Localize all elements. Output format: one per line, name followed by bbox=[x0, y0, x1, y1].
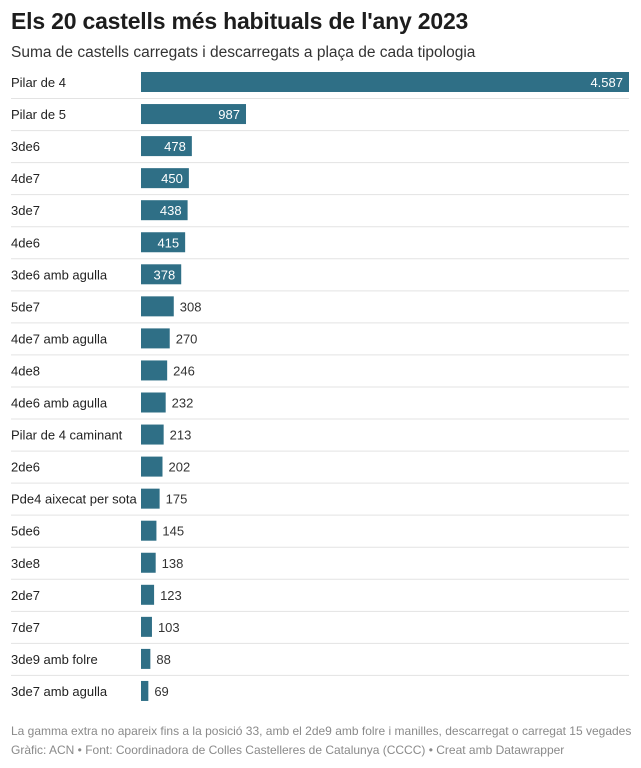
bar bbox=[141, 520, 157, 541]
category-label: 4de6 amb agulla bbox=[11, 396, 108, 411]
value-label: 246 bbox=[173, 363, 195, 378]
chart-title: Els 20 castells més habituals de l'any 2… bbox=[11, 8, 469, 34]
chart-footnote: La gamma extra no apareix fins a la posi… bbox=[11, 724, 632, 738]
category-label: Pilar de 4 caminant bbox=[11, 428, 123, 443]
bar bbox=[141, 616, 152, 637]
bar bbox=[141, 328, 170, 349]
value-label: 145 bbox=[162, 524, 184, 539]
value-label: 415 bbox=[157, 235, 179, 250]
category-label: 3de8 bbox=[11, 556, 40, 571]
category-label: 3de6 bbox=[11, 139, 40, 154]
category-label: 4de7 bbox=[11, 171, 40, 186]
value-label: 478 bbox=[164, 139, 186, 154]
bar bbox=[141, 680, 149, 701]
bar bbox=[141, 104, 247, 125]
bar bbox=[141, 392, 166, 413]
bar bbox=[141, 232, 186, 253]
bar bbox=[141, 168, 189, 189]
category-label: Pde4 aixecat per sota bbox=[11, 492, 138, 507]
category-label: 5de6 bbox=[11, 524, 40, 539]
value-label: 69 bbox=[154, 684, 168, 699]
category-label: 3de6 amb agulla bbox=[11, 267, 108, 282]
category-label: 5de7 bbox=[11, 299, 40, 314]
value-label: 123 bbox=[160, 588, 182, 603]
category-label: 2de7 bbox=[11, 588, 40, 603]
bar bbox=[141, 200, 188, 221]
value-label: 138 bbox=[162, 556, 184, 571]
value-label: 232 bbox=[172, 396, 194, 411]
bar bbox=[141, 552, 156, 573]
category-label: 3de7 bbox=[11, 203, 40, 218]
value-label: 175 bbox=[166, 492, 188, 507]
value-label: 103 bbox=[158, 620, 180, 635]
category-label: 2de6 bbox=[11, 460, 40, 475]
chart-subtitle: Suma de castells carregats i descarregat… bbox=[11, 44, 476, 61]
category-label: 4de7 amb agulla bbox=[11, 331, 108, 346]
bar bbox=[141, 584, 155, 605]
chart-source: Gràfic: ACN • Font: Coordinadora de Coll… bbox=[11, 743, 565, 757]
bar bbox=[141, 264, 182, 285]
category-label: 7de7 bbox=[11, 620, 40, 635]
bar bbox=[141, 648, 151, 669]
value-label: 987 bbox=[218, 107, 240, 122]
bar bbox=[141, 424, 164, 445]
category-label: 4de6 bbox=[11, 235, 40, 250]
bar bbox=[141, 360, 168, 381]
bar bbox=[141, 488, 160, 509]
bar-chart: Pilar de 4 4.587 Pilar de 5 987 3de6 478 4de7 4… bbox=[11, 72, 629, 701]
value-label: 88 bbox=[156, 652, 170, 667]
value-label: 438 bbox=[160, 203, 182, 218]
value-label: 213 bbox=[170, 428, 192, 443]
category-label: Pilar de 4 bbox=[11, 75, 66, 90]
category-label: 3de9 amb folre bbox=[11, 652, 98, 667]
value-label: 270 bbox=[176, 331, 198, 346]
value-label: 202 bbox=[168, 460, 190, 475]
bar bbox=[141, 72, 629, 92]
bar bbox=[141, 456, 163, 477]
value-label: 308 bbox=[180, 299, 202, 314]
bar bbox=[141, 136, 192, 157]
value-label: 450 bbox=[161, 171, 183, 186]
category-label: Pilar de 5 bbox=[11, 107, 66, 122]
value-label: 4.587 bbox=[590, 75, 623, 90]
bar bbox=[141, 296, 174, 317]
category-label: 3de7 amb agulla bbox=[11, 684, 108, 699]
value-label: 378 bbox=[154, 267, 176, 282]
category-label: 4de8 bbox=[11, 363, 40, 378]
